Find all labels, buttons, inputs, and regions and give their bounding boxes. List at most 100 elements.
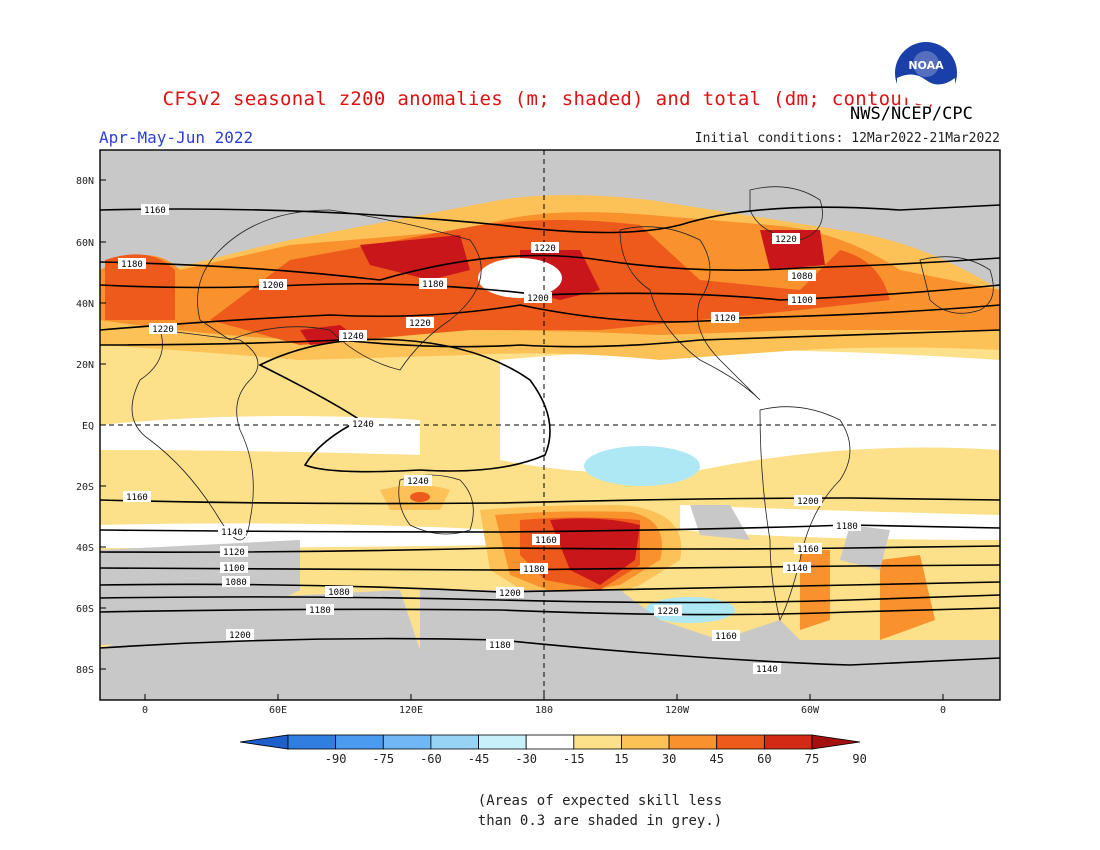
colorbar-segment — [335, 734, 384, 750]
colorbar-label: 90 — [852, 752, 866, 766]
svg-text:1220: 1220 — [657, 607, 679, 617]
contour-label: 1200 — [259, 279, 287, 291]
svg-text:1220: 1220 — [152, 325, 174, 335]
contour-label: 1220 — [772, 233, 800, 245]
lat-label: 40N — [76, 299, 94, 310]
contour-label: 1120 — [711, 312, 739, 324]
contour-label: 1240 — [349, 418, 377, 430]
forecast-period: Apr-May-Jun 2022 — [99, 128, 254, 147]
contour-label: 1140 — [218, 526, 246, 538]
lon-label: 60E — [269, 705, 287, 716]
contour-label: 1180 — [833, 520, 861, 532]
agency-label: NWS/NCEP/CPC — [850, 104, 973, 124]
svg-text:1200: 1200 — [229, 631, 251, 641]
skill-footnote: (Areas of expected skill less than 0.3 a… — [470, 791, 730, 831]
lon-label: 180 — [535, 705, 553, 716]
colorbar-label: -60 — [420, 752, 442, 766]
contour-label: 1240 — [339, 330, 367, 342]
svg-text:1160: 1160 — [126, 493, 148, 503]
neg-anomaly-southern — [645, 597, 735, 623]
africa-outline — [131, 329, 259, 541]
svg-text:1200: 1200 — [527, 294, 549, 304]
contour-label: 1180 — [419, 278, 447, 290]
lon-label: 60W — [801, 705, 820, 716]
contour-label: 1180 — [118, 258, 146, 270]
north-america-outline — [619, 226, 761, 401]
lat-label: 40S — [76, 543, 94, 554]
lon-label: 0 — [940, 705, 946, 716]
contour-label: 1100 — [788, 294, 816, 306]
lat-label: 20N — [76, 360, 94, 371]
colorbar-arrow-left — [239, 734, 289, 750]
contour-label: 1080 — [222, 576, 250, 588]
colorbar-label: -45 — [468, 752, 490, 766]
svg-text:1180: 1180 — [836, 522, 858, 532]
initial-conditions: Initial conditions: 12Mar2022-21Mar2022 — [694, 131, 1000, 146]
footnote-line-2: than 0.3 are shaded in grey.) — [477, 813, 723, 829]
contour-label: 1140 — [783, 562, 811, 574]
lon-label: 120W — [665, 705, 690, 716]
svg-text:1240: 1240 — [352, 420, 374, 430]
south-america-outline — [759, 406, 851, 622]
colorbar-label: 75 — [805, 752, 819, 766]
colorbar-segment — [668, 734, 718, 750]
lon-label: 0 — [142, 705, 148, 716]
colorbar-segment — [621, 734, 670, 750]
svg-text:1160: 1160 — [715, 632, 737, 642]
contour-label: 1160 — [712, 630, 740, 642]
contour-label: 1220 — [531, 242, 559, 254]
contour-labels: 1160 1180 1200 1220 1240 1240 1240 1220 1200 1180… — [118, 204, 861, 675]
svg-text:1240: 1240 — [407, 477, 429, 487]
svg-text:1140: 1140 — [756, 665, 778, 675]
contour-label: 1080 — [325, 586, 353, 598]
svg-text:1160: 1160 — [797, 545, 819, 555]
lat-label: 80N — [76, 176, 94, 187]
svg-text:1140: 1140 — [221, 528, 243, 538]
colorbar-segment — [525, 734, 575, 750]
svg-text:1080: 1080 — [791, 272, 813, 282]
contour-label: 1100 — [220, 562, 248, 574]
svg-text:1220: 1220 — [409, 319, 431, 329]
svg-text:1180: 1180 — [523, 565, 545, 575]
neg-anomaly-pacific — [584, 446, 700, 486]
colorbar-segment — [763, 734, 813, 750]
colorbar-segment — [287, 734, 337, 750]
anomaly-shading — [100, 150, 1000, 700]
colorbar-segment — [430, 734, 479, 750]
asia-outline — [197, 209, 482, 371]
chart-title: CFSv2 seasonal z200 anomalies (m; shaded… — [162, 88, 938, 110]
noaa-logo: NOAA — [895, 42, 957, 106]
lat-label: 20S — [76, 482, 94, 493]
colorbar-label: -30 — [515, 752, 537, 766]
contour-label: 1200 — [794, 495, 822, 507]
contour-label: 1080 — [788, 270, 816, 282]
svg-text:1140: 1140 — [786, 564, 808, 574]
lon-label: 120E — [399, 705, 423, 716]
contour-label: 1160 — [141, 204, 169, 216]
colorbar-label: 45 — [710, 752, 724, 766]
contour-label: 1160 — [532, 534, 560, 546]
svg-text:1200: 1200 — [262, 281, 284, 291]
colorbar-label: 15 — [614, 752, 628, 766]
colorbar-segment — [382, 734, 432, 750]
svg-text:1080: 1080 — [225, 578, 247, 588]
colorbar-label: -15 — [563, 752, 585, 766]
contour-label: 1180 — [486, 639, 514, 651]
svg-text:1200: 1200 — [797, 497, 819, 507]
svg-text:1180: 1180 — [309, 606, 331, 616]
contour-label: 1220 — [149, 323, 177, 335]
svg-text:1180: 1180 — [121, 260, 143, 270]
contour-label: 1240 — [404, 475, 432, 487]
contour-label: 1200 — [524, 292, 552, 304]
contour-label: 1180 — [520, 563, 548, 575]
contour-label: 1160 — [123, 491, 151, 503]
contour-label: 1200 — [496, 587, 524, 599]
colorbar-label: 60 — [757, 752, 771, 766]
contour-label: 1160 — [794, 543, 822, 555]
svg-text:1240: 1240 — [342, 332, 364, 342]
svg-text:1160: 1160 — [535, 536, 557, 546]
colorbar: -90 -75 -60 -45 -30 -15 15 30 45 60 75 90 — [239, 734, 867, 766]
colorbar-label: -90 — [325, 752, 347, 766]
svg-text:1160: 1160 — [144, 206, 166, 216]
